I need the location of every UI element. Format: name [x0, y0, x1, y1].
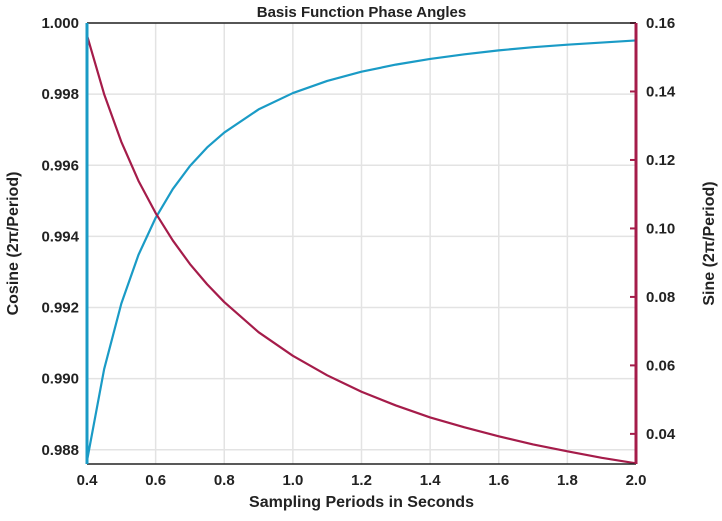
- x-tick-label: 0.8: [214, 472, 235, 489]
- left-y-tick-label: 0.990: [41, 371, 79, 388]
- right-y-tick-label: 0.08: [646, 289, 675, 306]
- chart-title: Basis Function Phase Angles: [257, 4, 467, 21]
- x-tick-label: 1.2: [351, 472, 372, 489]
- left-y-tick-label: 0.988: [41, 442, 79, 459]
- x-tick-label: 1.0: [282, 472, 303, 489]
- left-y-tick-label: 0.992: [41, 300, 79, 317]
- right-y-tick-label: 0.14: [646, 83, 676, 100]
- cosine-series-line: [85, 39, 637, 462]
- right-y-tick-label: 0.04: [646, 426, 676, 443]
- series-lines: [85, 35, 637, 465]
- right-y-axis-title: Sine (2π/Period): [701, 181, 718, 305]
- left-y-tick-label: 0.996: [41, 157, 79, 174]
- x-tick-label: 1.8: [557, 472, 578, 489]
- sine-series-line: [85, 35, 637, 465]
- left-y-tick-label: 1.000: [41, 15, 79, 32]
- right-y-tick-label: 0.16: [646, 15, 675, 32]
- left-y-axis-title: Cosine (2π/Period): [5, 172, 22, 316]
- left-y-tick-label: 0.994: [41, 228, 79, 245]
- x-tick-label: 2.0: [626, 472, 647, 489]
- x-tick-label: 1.6: [488, 472, 509, 489]
- x-tick-label: 0.4: [77, 472, 99, 489]
- right-y-tick-label: 0.06: [646, 357, 675, 374]
- tick-labels: 0.4 0.6 0.8 1.0 1.2 1.4 1.6 1.8 2.0 0.988 0.990 0.9…: [41, 15, 675, 489]
- axes: [85, 22, 638, 465]
- x-tick-label: 0.6: [145, 472, 166, 489]
- x-tick-label: 1.4: [420, 472, 442, 489]
- gridlines: [86, 22, 637, 464]
- right-y-tick-label: 0.10: [646, 220, 675, 237]
- right-y-tick-label: 0.12: [646, 152, 675, 169]
- left-y-tick-label: 0.998: [41, 86, 79, 103]
- x-axis-title: Sampling Periods in Seconds: [249, 494, 474, 511]
